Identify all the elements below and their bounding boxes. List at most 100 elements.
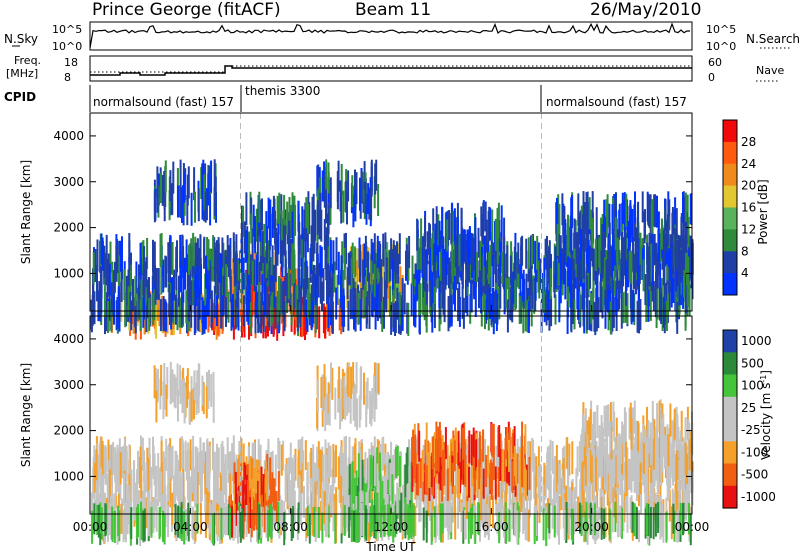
echo-cell bbox=[210, 512, 213, 543]
echo-cell bbox=[258, 191, 261, 223]
echo-cell bbox=[564, 235, 567, 266]
echo-cell bbox=[479, 240, 482, 271]
echo-cell bbox=[607, 298, 610, 331]
echo-cell bbox=[331, 469, 334, 503]
echo-cell bbox=[652, 438, 655, 470]
echo-cell bbox=[198, 269, 201, 301]
echo-cell bbox=[197, 188, 200, 222]
echo-cell bbox=[556, 223, 559, 256]
echo-cell bbox=[627, 220, 630, 253]
echo-cell bbox=[127, 286, 130, 318]
echo-cell bbox=[136, 287, 139, 321]
echo-cell bbox=[192, 435, 195, 469]
echo-cell bbox=[342, 476, 345, 510]
echo-cell bbox=[653, 419, 656, 450]
echo-cell bbox=[348, 255, 351, 286]
echo-cell bbox=[179, 478, 182, 512]
cpid-segment-3: normalsound (fast) 157 bbox=[546, 95, 687, 109]
velocity-cbar-label: Velocity [m s-1] bbox=[759, 370, 774, 460]
echo-cell bbox=[122, 445, 125, 479]
echo-cell bbox=[682, 239, 685, 270]
echo-cell bbox=[668, 263, 671, 294]
echo-cell bbox=[169, 374, 172, 405]
echo-cell bbox=[621, 275, 624, 307]
echo-cell bbox=[258, 261, 261, 294]
echo-cell bbox=[319, 466, 322, 499]
echo-cell bbox=[138, 284, 141, 316]
echo-cell bbox=[289, 239, 292, 270]
echo-cell bbox=[534, 240, 537, 273]
echo-cell bbox=[235, 250, 238, 283]
echo-cell bbox=[278, 278, 281, 311]
echo-cell bbox=[431, 437, 434, 470]
echo-cell bbox=[401, 484, 404, 516]
echo-cell bbox=[284, 225, 287, 257]
echo-cell bbox=[320, 451, 323, 482]
echo-cell bbox=[320, 246, 323, 278]
echo-cell bbox=[548, 503, 551, 534]
echo-cell bbox=[139, 513, 142, 546]
echo-cell bbox=[243, 221, 246, 254]
echo-cell bbox=[181, 379, 184, 413]
echo-cell bbox=[577, 227, 580, 259]
echo-cell bbox=[594, 432, 596, 464]
echo-cell bbox=[159, 233, 162, 267]
echo-cell bbox=[153, 289, 156, 321]
echo-cell bbox=[297, 502, 300, 534]
power-cbar-label: Power [dB] bbox=[756, 179, 770, 244]
echo-cell bbox=[327, 204, 330, 235]
echo-cell bbox=[643, 442, 645, 474]
echo-cell bbox=[429, 481, 432, 514]
echo-cell bbox=[625, 480, 627, 513]
echo-cell bbox=[613, 448, 616, 479]
echo-cell bbox=[560, 252, 563, 285]
echo-cell bbox=[652, 281, 655, 312]
echo-cell bbox=[640, 481, 643, 514]
echo-cell bbox=[373, 233, 376, 266]
echo-cell bbox=[416, 236, 419, 270]
echo-cell bbox=[96, 505, 99, 535]
echo-cell bbox=[591, 191, 594, 223]
echo-cell bbox=[340, 378, 343, 411]
echo-cell bbox=[330, 293, 332, 326]
echo-cell bbox=[101, 444, 104, 475]
echo-cell bbox=[153, 249, 156, 282]
echo-cell bbox=[288, 479, 291, 513]
echo-cell bbox=[389, 285, 392, 317]
echo-cell bbox=[326, 267, 329, 299]
echo-cell bbox=[594, 302, 597, 336]
echo-cell bbox=[300, 462, 303, 493]
echo-cell bbox=[311, 296, 314, 328]
echo-cell bbox=[185, 239, 188, 273]
echo-cell bbox=[633, 461, 636, 493]
echo-cell bbox=[616, 237, 619, 271]
colorbar-tick-label: 12 bbox=[741, 222, 756, 236]
echo-cell bbox=[381, 510, 384, 541]
echo-cell bbox=[642, 423, 645, 457]
echo-cell bbox=[190, 192, 193, 226]
echo-cell bbox=[301, 233, 304, 266]
echo-cell bbox=[174, 294, 177, 325]
echo-cell bbox=[630, 253, 633, 285]
echo-cell bbox=[635, 420, 637, 454]
echo-cell bbox=[385, 281, 388, 313]
echo-cell bbox=[343, 452, 346, 485]
echo-cell bbox=[433, 506, 436, 538]
echo-cell bbox=[351, 480, 354, 513]
echo-cell bbox=[494, 466, 497, 500]
echo-cell bbox=[196, 238, 199, 271]
echo-cell bbox=[249, 254, 252, 285]
echo-cell bbox=[481, 256, 484, 289]
echo-cell bbox=[579, 210, 582, 243]
echo-cell bbox=[306, 472, 309, 505]
echo-cell bbox=[679, 502, 682, 535]
echo-cell bbox=[500, 205, 503, 238]
echo-cell bbox=[277, 437, 280, 469]
echo-cell bbox=[466, 486, 468, 519]
echo-cell bbox=[399, 456, 401, 487]
echo-cell bbox=[158, 294, 161, 327]
echo-cell bbox=[389, 462, 392, 495]
echo-cell bbox=[319, 192, 322, 225]
echo-cell bbox=[418, 300, 421, 334]
echo-cell bbox=[152, 239, 154, 272]
